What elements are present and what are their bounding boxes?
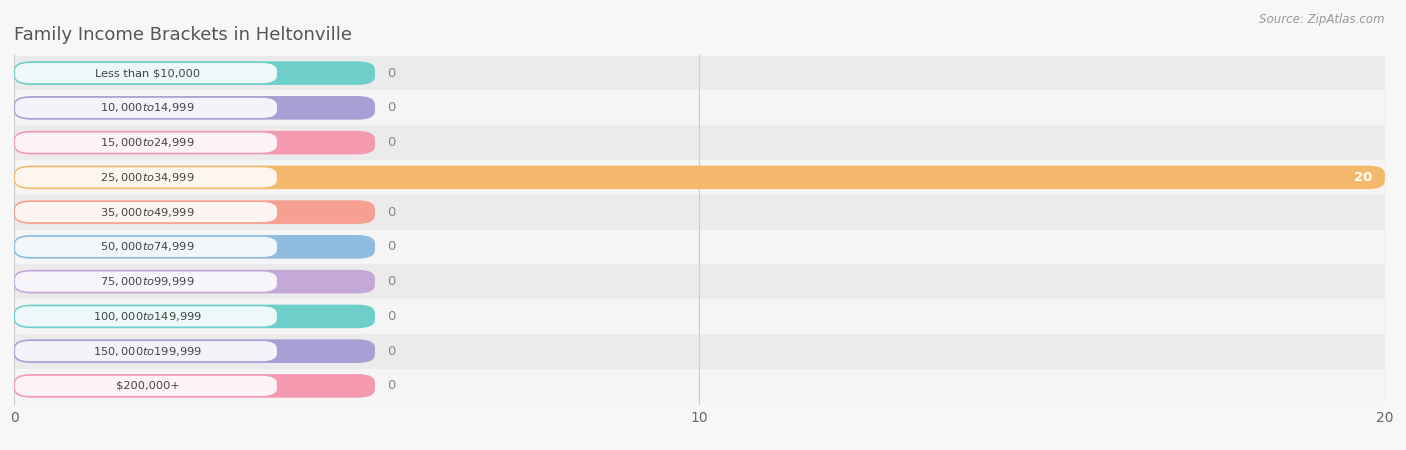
Text: 0: 0 (387, 275, 395, 288)
FancyBboxPatch shape (14, 125, 1385, 160)
Text: 20: 20 (1354, 171, 1372, 184)
Text: $150,000 to $199,999: $150,000 to $199,999 (93, 345, 202, 358)
Text: 0: 0 (387, 310, 395, 323)
Text: $25,000 to $34,999: $25,000 to $34,999 (100, 171, 195, 184)
FancyBboxPatch shape (14, 339, 375, 363)
FancyBboxPatch shape (14, 200, 375, 224)
Text: $50,000 to $74,999: $50,000 to $74,999 (100, 240, 195, 253)
FancyBboxPatch shape (15, 237, 277, 257)
FancyBboxPatch shape (14, 235, 375, 259)
Text: 0: 0 (387, 136, 395, 149)
Text: $100,000 to $149,999: $100,000 to $149,999 (93, 310, 202, 323)
FancyBboxPatch shape (14, 305, 375, 328)
FancyBboxPatch shape (14, 131, 375, 154)
Text: $200,000+: $200,000+ (115, 381, 180, 391)
Text: $10,000 to $14,999: $10,000 to $14,999 (100, 101, 195, 114)
FancyBboxPatch shape (15, 98, 277, 118)
FancyBboxPatch shape (14, 299, 1385, 334)
FancyBboxPatch shape (14, 160, 1385, 195)
Text: $75,000 to $99,999: $75,000 to $99,999 (100, 275, 195, 288)
Text: $15,000 to $24,999: $15,000 to $24,999 (100, 136, 195, 149)
Text: 0: 0 (387, 101, 395, 114)
FancyBboxPatch shape (14, 166, 1385, 189)
FancyBboxPatch shape (15, 376, 277, 396)
FancyBboxPatch shape (14, 56, 1385, 90)
Text: 0: 0 (387, 240, 395, 253)
Text: 0: 0 (387, 206, 395, 219)
Text: Less than $10,000: Less than $10,000 (96, 68, 200, 78)
FancyBboxPatch shape (15, 63, 277, 83)
Text: Family Income Brackets in Heltonville: Family Income Brackets in Heltonville (14, 26, 352, 44)
Text: 0: 0 (387, 379, 395, 392)
FancyBboxPatch shape (14, 369, 1385, 403)
FancyBboxPatch shape (15, 167, 277, 188)
FancyBboxPatch shape (14, 334, 1385, 369)
FancyBboxPatch shape (15, 202, 277, 222)
FancyBboxPatch shape (15, 341, 277, 361)
FancyBboxPatch shape (14, 270, 375, 293)
FancyBboxPatch shape (14, 96, 375, 120)
FancyBboxPatch shape (14, 195, 1385, 230)
FancyBboxPatch shape (14, 61, 375, 85)
FancyBboxPatch shape (15, 133, 277, 153)
Text: $35,000 to $49,999: $35,000 to $49,999 (100, 206, 195, 219)
FancyBboxPatch shape (15, 306, 277, 326)
Text: 0: 0 (387, 67, 395, 80)
FancyBboxPatch shape (14, 230, 1385, 264)
FancyBboxPatch shape (15, 271, 277, 292)
Text: Source: ZipAtlas.com: Source: ZipAtlas.com (1260, 14, 1385, 27)
FancyBboxPatch shape (14, 90, 1385, 125)
FancyBboxPatch shape (14, 264, 1385, 299)
Text: 0: 0 (387, 345, 395, 358)
FancyBboxPatch shape (14, 374, 375, 398)
